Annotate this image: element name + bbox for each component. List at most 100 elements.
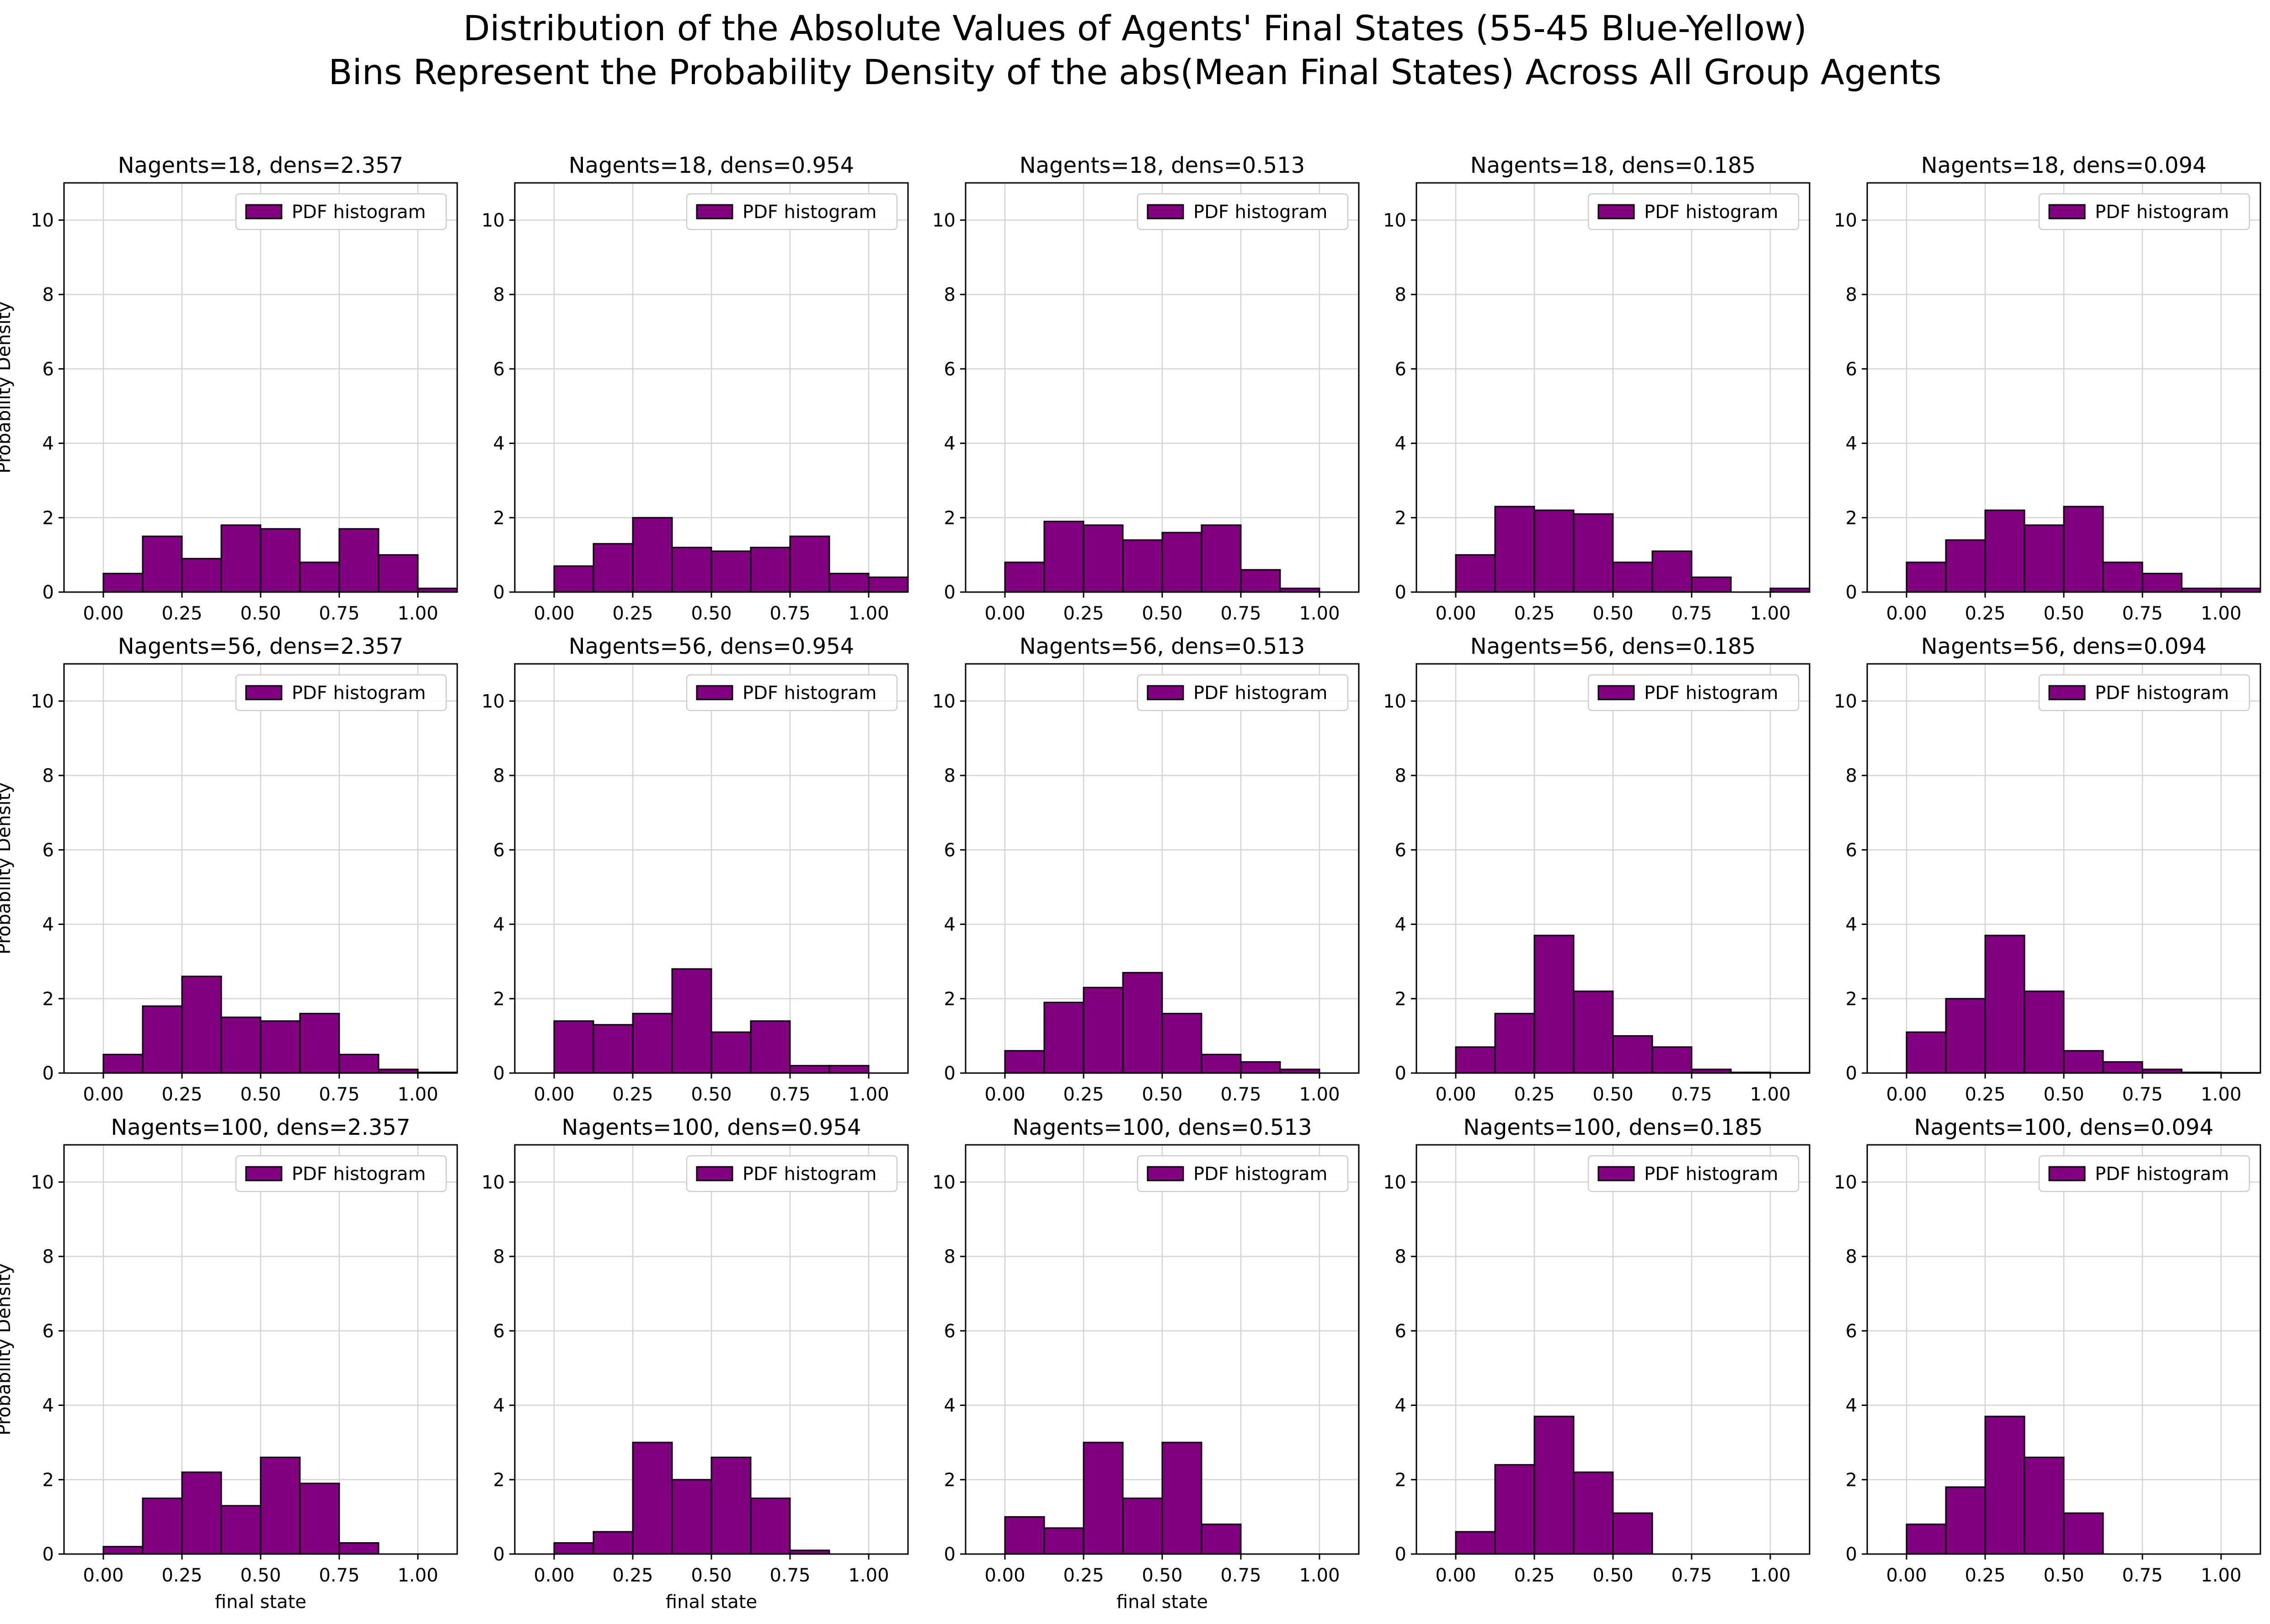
y-tick-label: 8 (1846, 284, 1857, 305)
histogram-bar (1043, 1527, 1084, 1555)
y-tick-label: 0 (43, 582, 54, 603)
histogram-panel: 0.00 0.25 0.50 0.75 1.00 0 2 4 6 8 10 Nagents=56, d… (932, 634, 1360, 1105)
y-tick-label: 10 (481, 1172, 505, 1193)
y-tick-label: 4 (493, 433, 505, 454)
histogram-bar (142, 535, 183, 593)
y-tick-label: 6 (493, 1321, 505, 1342)
histogram-bar (1906, 1031, 1947, 1074)
y-tick-label: 8 (944, 284, 956, 305)
y-tick-label: 4 (1395, 1395, 1406, 1416)
y-tick-label: 4 (43, 1395, 54, 1416)
y-tick-label: 2 (944, 1469, 956, 1490)
x-tick-label: 0.50 (691, 603, 732, 624)
x-tick-label: 0.25 (161, 1084, 202, 1105)
y-tick-label: 2 (944, 988, 956, 1010)
legend-swatch (2048, 685, 2086, 700)
y-tick-label: 0 (1846, 1544, 1857, 1565)
y-tick-label: 4 (1846, 914, 1857, 935)
figure-suptitle: Distribution of the Absolute Values of A… (0, 6, 2270, 94)
legend-label: PDF histogram (1193, 683, 1327, 704)
x-tick-label: 0.75 (1220, 1084, 1261, 1105)
x-tick-label: 0.00 (83, 603, 123, 624)
histogram-panel: 0.00 0.25 0.50 0.75 1.00 0 2 4 6 8 10 Nagents=18, d… (1834, 153, 2261, 624)
x-tick-label: 1.00 (2201, 1565, 2241, 1586)
legend-swatch (1147, 1166, 1184, 1181)
legend-label: PDF histogram (742, 202, 876, 223)
histogram-bar (789, 535, 830, 593)
y-tick-label: 0 (1846, 1063, 1857, 1084)
histogram-panel: 0.00 0.25 0.50 0.75 1.00 0 2 4 6 8 10 Nagents=100, … (0, 1115, 458, 1613)
y-tick-label: 10 (481, 691, 505, 712)
y-tick-label: 4 (1846, 433, 1857, 454)
panel-title: Nagents=56, dens=0.094 (1921, 634, 2206, 659)
y-tick-label: 10 (481, 210, 505, 231)
x-tick-label: 0.00 (534, 603, 574, 624)
y-tick-label: 0 (493, 1063, 505, 1084)
histogram-bar (299, 1013, 340, 1074)
panel-title: Nagents=100, dens=0.185 (1463, 1115, 1763, 1140)
y-tick-label: 6 (944, 359, 956, 380)
x-tick-label: 0.00 (1886, 1565, 1927, 1586)
histogram-bar (632, 517, 673, 593)
histogram-bar (750, 1020, 791, 1074)
x-tick-label: 0.00 (83, 1565, 123, 1586)
histogram-bar (593, 1024, 634, 1074)
y-tick-label: 6 (1395, 1321, 1406, 1342)
histogram-bar (553, 1542, 594, 1555)
legend-box (1137, 193, 1349, 230)
histogram-bar (1651, 1046, 1693, 1074)
histogram-bar (1984, 1416, 2025, 1555)
histogram-bar (1122, 539, 1163, 593)
y-tick-label: 10 (1383, 1172, 1406, 1193)
histogram-bar (1004, 1516, 1045, 1555)
y-tick-label: 2 (493, 508, 505, 529)
histogram-bar (632, 1013, 673, 1074)
histogram-bar (1612, 1035, 1653, 1074)
histogram-bar (142, 1005, 183, 1074)
y-tick-label: 2 (1395, 508, 1406, 529)
histogram-bar (1043, 1001, 1084, 1074)
legend-box (235, 1155, 447, 1192)
x-tick-label: 0.00 (1886, 603, 1927, 624)
histogram-bar (2063, 506, 2104, 593)
y-tick-label: 6 (1846, 840, 1857, 861)
histogram-bar (2102, 1061, 2143, 1074)
histogram-bar (671, 546, 712, 593)
y-tick-label: 8 (43, 1246, 54, 1267)
legend-label: PDF histogram (1644, 1164, 1778, 1185)
histogram-bar (1533, 935, 1575, 1074)
y-tick-label: 6 (1395, 359, 1406, 380)
x-tick-label: 0.25 (1965, 1084, 2005, 1105)
legend-label: PDF histogram (1644, 683, 1778, 704)
histogram-bar (1083, 524, 1124, 593)
panel-title: Nagents=18, dens=0.513 (1020, 153, 1305, 178)
histogram-bar (2142, 572, 2183, 593)
legend-swatch (1597, 1166, 1635, 1181)
panel-title: Nagents=100, dens=0.513 (1013, 1115, 1312, 1140)
y-tick-label: 2 (43, 988, 54, 1010)
histogram-bar (1906, 561, 1947, 593)
histogram-bar (1122, 972, 1163, 1074)
histogram-bar (553, 1020, 594, 1074)
panel-title: Nagents=56, dens=0.185 (1470, 634, 1756, 659)
x-tick-label: 0.00 (1435, 1565, 1476, 1586)
x-tick-label: 0.00 (1886, 1084, 1927, 1105)
histogram-bar (338, 1542, 379, 1555)
y-tick-label: 4 (43, 914, 54, 935)
legend-swatch (1147, 204, 1184, 219)
histogram-bar (181, 975, 222, 1074)
histogram-bar (181, 1471, 222, 1555)
y-tick-label: 0 (43, 1063, 54, 1084)
y-tick-label: 0 (1395, 582, 1406, 603)
histogram-panel: 0.00 0.25 0.50 0.75 1.00 0 2 4 6 8 10 Nagents=100, … (481, 1115, 909, 1613)
x-tick-label: 0.50 (1592, 603, 1633, 624)
legend-box (686, 674, 898, 711)
histogram-bar (632, 1442, 673, 1555)
y-tick-label: 6 (1846, 1321, 1857, 1342)
histogram-bar (2102, 561, 2143, 593)
histogram-bar (593, 1531, 634, 1555)
y-tick-label: 4 (944, 433, 956, 454)
histogram-bar (142, 1497, 183, 1555)
histogram-bar (1240, 569, 1281, 593)
x-tick-label: 0.75 (769, 1084, 810, 1105)
